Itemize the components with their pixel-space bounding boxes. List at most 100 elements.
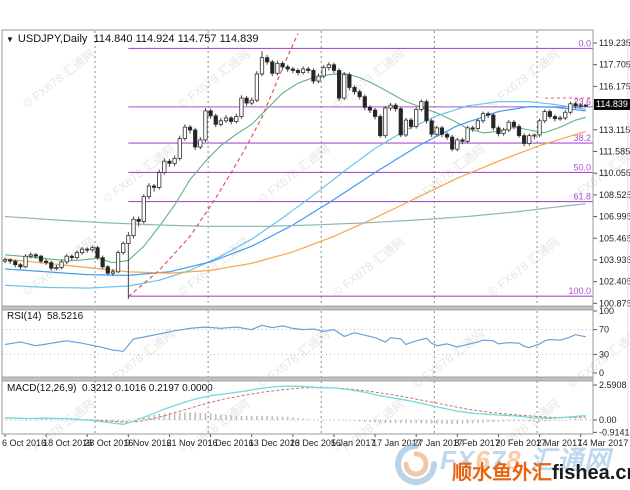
candle-body bbox=[285, 66, 290, 70]
macd-histogram-bar bbox=[14, 419, 17, 421]
candle-body bbox=[172, 157, 177, 164]
candle-body bbox=[182, 126, 187, 139]
macd-histogram-bar bbox=[348, 420, 351, 421]
price-axis-label: 108.525 bbox=[599, 190, 630, 200]
macd-histogram-bar bbox=[466, 420, 469, 424]
candle-body bbox=[342, 74, 347, 99]
macd-histogram-bar bbox=[405, 420, 407, 424]
rsi-axis-label: 100 bbox=[599, 306, 614, 316]
candle-body bbox=[331, 64, 337, 71]
candle-body bbox=[151, 185, 157, 188]
candle-body bbox=[290, 68, 295, 71]
candle-body bbox=[126, 235, 131, 244]
date-axis-label: 6 Oct 2016 bbox=[2, 438, 46, 448]
candle-body bbox=[121, 243, 126, 254]
candle-body bbox=[218, 120, 223, 125]
candle-body bbox=[259, 57, 265, 75]
macd-histogram-bar bbox=[65, 420, 68, 421]
candle-body bbox=[187, 126, 193, 131]
date-axis-label: 9 Nov 2016 bbox=[125, 438, 171, 448]
brand-swirl-icon bbox=[395, 443, 437, 485]
macd-histogram-bar bbox=[194, 412, 196, 420]
macd-histogram-bar bbox=[302, 418, 304, 420]
candle-body bbox=[141, 196, 146, 222]
candle-body bbox=[357, 91, 362, 98]
brand-8: 8 bbox=[506, 445, 522, 475]
macd-histogram-bar bbox=[579, 418, 582, 420]
candle-body bbox=[383, 107, 388, 137]
candle-body bbox=[336, 70, 342, 99]
candle-body bbox=[167, 160, 172, 164]
fib-level-label: 38.2 bbox=[573, 133, 591, 143]
date-axis-label: 21 Nov 2016 bbox=[166, 438, 217, 448]
candle-body bbox=[28, 254, 33, 257]
candle-body bbox=[90, 247, 95, 251]
macd-histogram-bar bbox=[446, 420, 448, 424]
candle-body bbox=[465, 127, 470, 142]
macd-histogram-bar bbox=[163, 413, 166, 420]
macd-histogram-bar bbox=[158, 413, 160, 420]
date-axis-label: 18 Oct 2016 bbox=[43, 438, 92, 448]
fib-level-label: 61.8 bbox=[573, 192, 591, 202]
candle-body bbox=[270, 61, 275, 74]
macd-histogram-bar bbox=[45, 419, 47, 420]
candle-body bbox=[470, 127, 475, 130]
fibonacci-retracement[interactable]: 0.0 23.6 38.2 50.0 61.8 100.0 bbox=[128, 38, 593, 297]
macd-histogram-bar bbox=[507, 420, 510, 422]
candle-body bbox=[95, 247, 100, 259]
candle-body bbox=[301, 68, 306, 73]
macd-axis-label: 2.5908 bbox=[599, 380, 627, 390]
price-axis-label: 106.995 bbox=[599, 212, 630, 222]
candle-body bbox=[398, 108, 403, 136]
date-axis-label: 13 Dec 2016 bbox=[249, 438, 300, 448]
macd-histogram-bar bbox=[76, 420, 78, 421]
candle-body bbox=[8, 259, 13, 262]
candle-body bbox=[33, 254, 38, 257]
ohlc-close: 114.839 bbox=[219, 33, 259, 45]
collapse-arrow-icon[interactable]: ▼ bbox=[6, 35, 14, 44]
macd-histogram-bar bbox=[307, 419, 310, 420]
candle-body bbox=[306, 68, 311, 71]
candle-body bbox=[419, 101, 424, 110]
candle-body bbox=[516, 126, 522, 137]
macd-histogram-bar bbox=[71, 420, 73, 421]
macd-histogram-bar bbox=[549, 420, 551, 422]
macd-histogram-bar bbox=[261, 415, 263, 420]
macd-histogram-bar bbox=[127, 420, 130, 421]
panel-borders bbox=[1, 29, 629, 435]
macd-histogram-bar bbox=[379, 420, 382, 423]
site-name-cn: 顺水鱼外汇 bbox=[452, 462, 552, 484]
macd-histogram-bar bbox=[477, 420, 479, 423]
macd-histogram-bar bbox=[214, 413, 217, 420]
price-axis-label: 111.585 bbox=[599, 146, 630, 156]
candle-body bbox=[64, 255, 69, 263]
candle-body bbox=[578, 104, 583, 107]
panel-separator-handle[interactable] bbox=[1, 376, 594, 382]
macd-histogram-bar bbox=[410, 420, 412, 424]
candle-body bbox=[388, 104, 393, 109]
candles-layer bbox=[2, 51, 588, 299]
price-axis-label: 102.405 bbox=[599, 277, 630, 287]
price-axis-label: 116.175 bbox=[599, 81, 630, 91]
chart-title: ▼ USDJPY,Daily 114.840 114.924 114.757 11… bbox=[6, 33, 259, 45]
brand-watermark-text: FX678 汇通网 bbox=[440, 440, 611, 477]
macd-histogram-bar bbox=[40, 419, 42, 421]
macd-histogram-bar bbox=[384, 420, 387, 423]
price-axis-label: 113.115 bbox=[599, 125, 630, 135]
rsi-line bbox=[4, 324, 586, 352]
panel-separator-handle[interactable] bbox=[1, 305, 594, 311]
candle-body bbox=[265, 57, 270, 63]
macd-histogram-bar bbox=[518, 420, 520, 422]
candle-body bbox=[558, 117, 563, 120]
candle-body bbox=[249, 99, 254, 104]
macd-histogram-bar bbox=[225, 414, 227, 420]
candle-body bbox=[193, 129, 198, 148]
candle-body bbox=[450, 136, 455, 150]
ohlc-open: 114.840 bbox=[93, 33, 133, 45]
macd-histogram-bar bbox=[353, 420, 356, 421]
candle-body bbox=[146, 185, 152, 198]
macd-panel: 2.5908 0.00 -0.9141 bbox=[2, 380, 630, 437]
date-axis-label: 28 Oct 2016 bbox=[84, 438, 133, 448]
